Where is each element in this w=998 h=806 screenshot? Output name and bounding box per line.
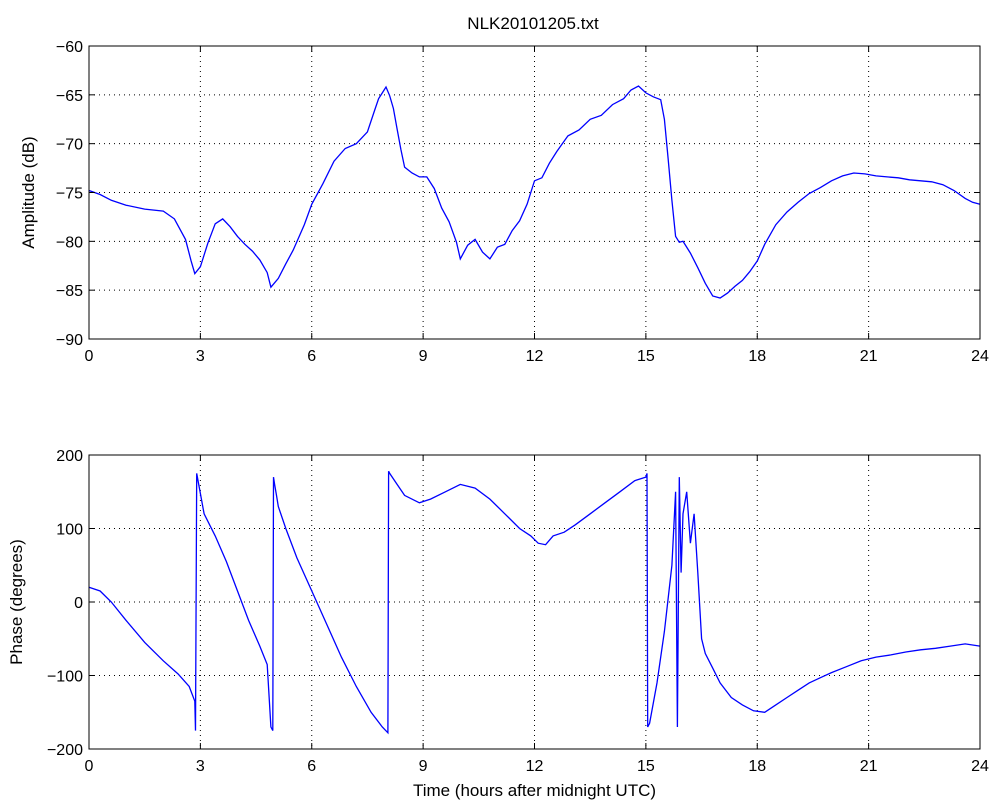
amplitude-y-tick-label: −85 (56, 283, 83, 300)
amplitude-y-tick-label: −65 (56, 88, 83, 105)
phase-y-tick-label: 100 (56, 522, 83, 539)
phase-y-tick-label: 200 (56, 448, 83, 465)
phase-x-tick-label: 12 (526, 758, 544, 775)
amplitude-y-tick-label: −70 (56, 137, 83, 154)
amplitude-x-tick-label: 12 (526, 348, 544, 365)
phase-x-axis-label: Time (hours after midnight UTC) (413, 781, 656, 800)
phase-y-tick-label: 0 (74, 595, 83, 612)
phase-x-tick-label: 6 (307, 758, 316, 775)
amplitude-y-axis-label: Amplitude (dB) (19, 136, 38, 248)
phase-y-tick-label: −200 (47, 742, 83, 759)
phase-x-tick-label: 21 (860, 758, 878, 775)
phase-ticks: 0 3 6 9 12 15 18 21 24 −200 −100 0 100 200 (47, 448, 989, 775)
phase-x-tick-label: 9 (419, 758, 428, 775)
amplitude-y-tick-label: −90 (56, 332, 83, 349)
amplitude-panel: 0 3 6 9 12 15 18 21 24 −90 −85 −80 −75 −70 −65 −60 Ampl… (19, 39, 989, 365)
phase-x-tick-label: 18 (748, 758, 766, 775)
phase-x-tick-label: 3 (196, 758, 205, 775)
amplitude-series-line (88, 85, 981, 299)
amplitude-x-tick-label: 9 (419, 348, 428, 365)
amplitude-x-tick-label: 18 (748, 348, 766, 365)
amplitude-x-tick-label: 21 (860, 348, 878, 365)
amplitude-y-tick-label: −80 (56, 234, 83, 251)
amplitude-y-tick-label: −60 (56, 39, 83, 56)
phase-y-axis-label: Phase (degrees) (7, 539, 26, 665)
phase-y-tick-label: −100 (47, 669, 83, 686)
phase-x-tick-label: 24 (971, 758, 989, 775)
amplitude-ticks: 0 3 6 9 12 15 18 21 24 −90 −85 −80 −75 −70 −65 −60 (56, 39, 989, 365)
amplitude-x-tick-label: 24 (971, 348, 989, 365)
amplitude-x-tick-label: 6 (307, 348, 316, 365)
phase-series-line (88, 470, 981, 735)
phase-x-tick-label: 15 (637, 758, 655, 775)
amplitude-x-tick-label: 15 (637, 348, 655, 365)
amplitude-y-tick-label: −75 (56, 186, 83, 203)
phase-x-tick-label: 0 (85, 758, 94, 775)
phase-grid (89, 455, 980, 749)
figure-title: NLK20101205.txt (467, 14, 599, 33)
amplitude-grid (89, 46, 980, 339)
amplitude-x-tick-label: 3 (196, 348, 205, 365)
phase-panel: 0 3 6 9 12 15 18 21 24 −200 −100 0 100 200 Phase (deg… (7, 448, 989, 800)
amplitude-x-tick-label: 0 (85, 348, 94, 365)
